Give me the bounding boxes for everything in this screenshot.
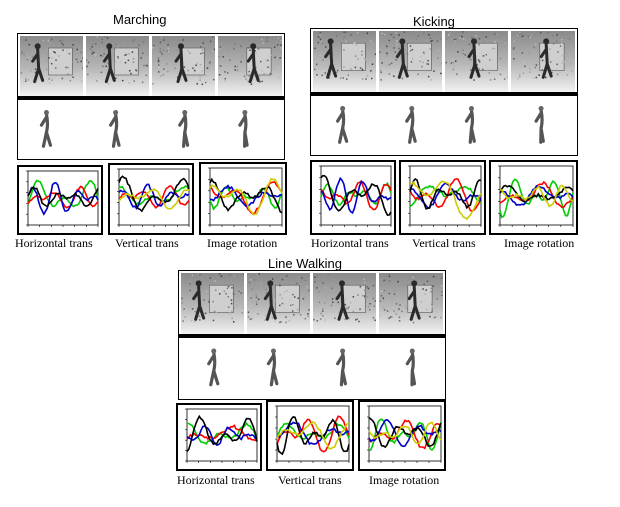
group-title: Kicking xyxy=(413,14,455,29)
group-title: Line Walking xyxy=(268,256,342,271)
segmented-silhouette xyxy=(313,96,376,153)
frame-strip xyxy=(17,33,285,160)
segmented-silhouette xyxy=(511,96,575,153)
caption-vertical-trans: Vertical trans xyxy=(115,236,179,250)
plot-vertical-trans xyxy=(266,400,354,471)
video-frame xyxy=(247,273,310,334)
plot-horizontal-trans xyxy=(176,403,262,471)
segmented-silhouette xyxy=(20,100,83,157)
plot-vertical-trans xyxy=(399,160,486,235)
plot-horizontal-trans xyxy=(17,165,103,235)
caption-image-rotation: Image rotation xyxy=(207,236,278,250)
video-frame xyxy=(313,31,376,92)
caption-vertical-trans: Vertical trans xyxy=(412,236,476,250)
caption-horizontal-trans: Horizontal trans xyxy=(15,236,93,250)
segmented-silhouette xyxy=(445,96,508,153)
group-title: Marching xyxy=(113,12,167,27)
caption-horizontal-trans: Horizontal trans xyxy=(311,236,389,250)
caption-vertical-trans: Vertical trans xyxy=(278,473,342,487)
video-frame xyxy=(86,36,149,96)
video-frame xyxy=(379,273,443,334)
segmented-silhouette xyxy=(152,100,215,157)
segmented-silhouette xyxy=(313,338,376,397)
plot-image-rotation xyxy=(358,400,446,471)
plot-image-rotation xyxy=(489,160,578,235)
frame-strip xyxy=(178,270,446,400)
video-frame xyxy=(20,36,83,96)
caption-image-rotation: Image rotation xyxy=(504,236,575,250)
caption-image-rotation: Image rotation xyxy=(369,473,440,487)
plot-horizontal-trans xyxy=(310,160,396,235)
video-frame xyxy=(181,273,244,334)
segmented-silhouette xyxy=(379,338,443,397)
video-frame xyxy=(313,273,376,334)
segmented-silhouette xyxy=(86,100,149,157)
segmented-silhouette xyxy=(247,338,310,397)
strip-divider xyxy=(179,334,445,338)
video-frame xyxy=(152,36,215,96)
segmented-silhouette xyxy=(218,100,282,157)
frame-strip xyxy=(310,28,578,156)
segmented-silhouette xyxy=(379,96,442,153)
strip-divider xyxy=(311,92,577,96)
video-frame xyxy=(511,31,575,92)
video-frame xyxy=(379,31,442,92)
caption-horizontal-trans: Horizontal trans xyxy=(177,473,255,487)
video-frame xyxy=(218,36,282,96)
plot-image-rotation xyxy=(199,162,287,235)
segmented-silhouette xyxy=(181,338,244,397)
video-frame xyxy=(445,31,508,92)
plot-vertical-trans xyxy=(108,163,194,235)
strip-divider xyxy=(18,96,284,100)
